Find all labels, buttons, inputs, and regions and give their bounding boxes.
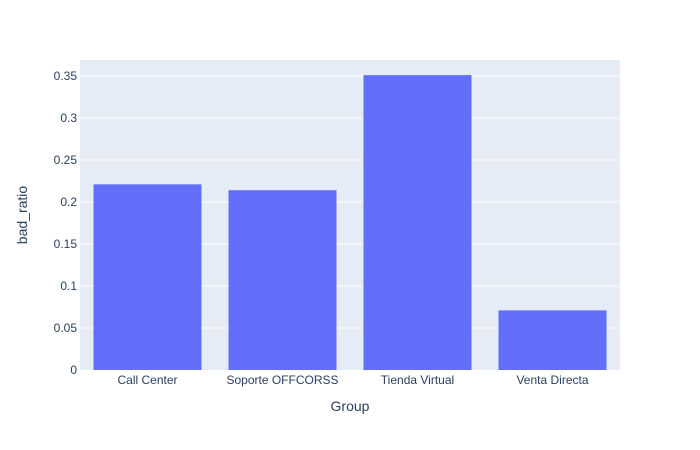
y-axis-ticks: 0 0.05 0.1 0.15 0.2 0.25 0.3 0.35	[54, 69, 78, 377]
x-axis-ticks: Call Center Soporte OFFCORSS Tienda Virtua…	[117, 373, 588, 387]
bar[interactable]	[228, 190, 337, 370]
bar[interactable]	[93, 184, 202, 370]
x-tick-label: Call Center	[117, 373, 177, 387]
x-tick-label: Soporte OFFCORSS	[226, 373, 338, 387]
bar[interactable]	[363, 75, 472, 370]
bars	[93, 75, 607, 370]
x-axis-title: Group	[331, 398, 370, 414]
y-tick-label: 0.2	[60, 195, 77, 209]
y-tick-label: 0.15	[54, 237, 78, 251]
y-tick-label: 0	[70, 363, 77, 377]
y-tick-label: 0.1	[60, 279, 77, 293]
bar[interactable]	[498, 310, 607, 370]
y-tick-label: 0.05	[54, 321, 78, 335]
y-tick-label: 0.35	[54, 69, 78, 83]
y-tick-label: 0.25	[54, 153, 78, 167]
x-tick-label: Tienda Virtual	[381, 373, 454, 387]
y-axis-title: bad_ratio	[14, 186, 30, 245]
x-tick-label: Venta Directa	[516, 373, 588, 387]
y-tick-label: 0.3	[60, 111, 77, 125]
